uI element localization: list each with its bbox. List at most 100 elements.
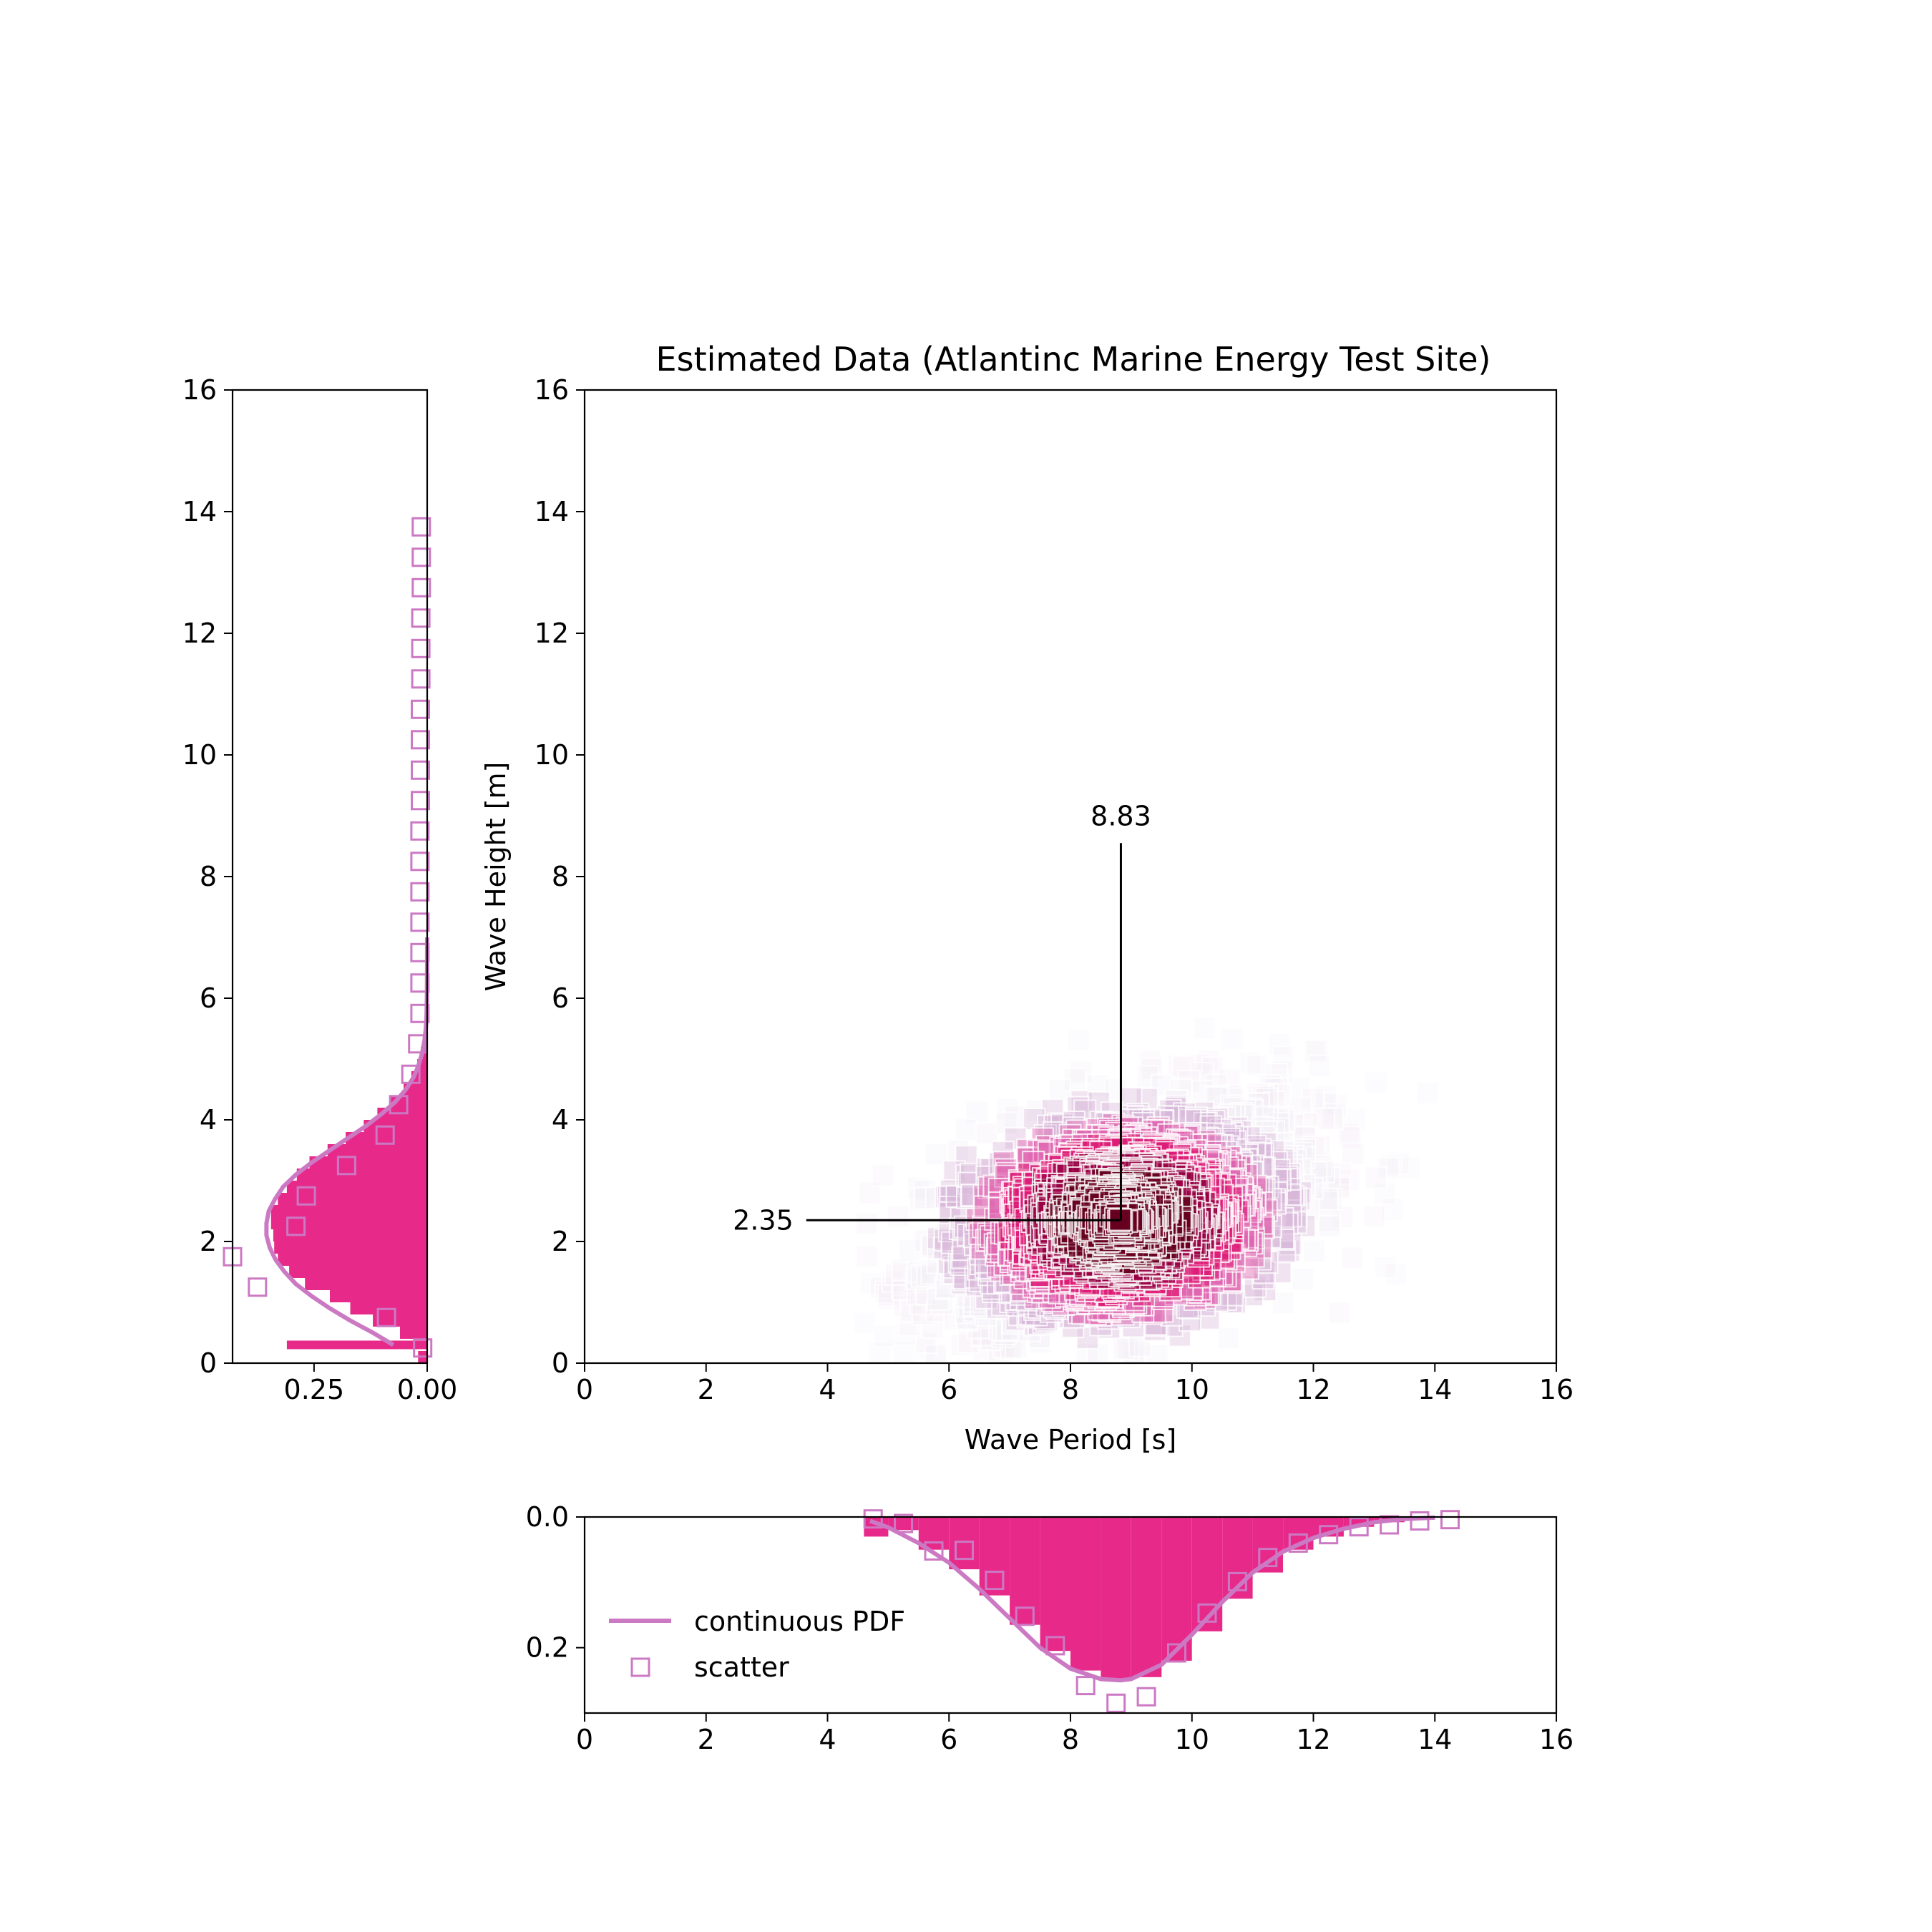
pdf-curve: [869, 1515, 1435, 1683]
legend: continuous PDF scatter: [609, 1606, 905, 1683]
y-tick-label: 4: [552, 1104, 569, 1136]
scatter-marker: [1106, 1693, 1126, 1713]
scatter-point: [1291, 1267, 1314, 1291]
scatter-point: [1327, 1301, 1351, 1324]
chart-title: Estimated Data (Atlantinc Marine Energy …: [656, 340, 1491, 379]
scatter-point: [1416, 1081, 1440, 1105]
histogram-bar: [330, 1290, 427, 1302]
main-y-axis: 0 2 4 6 8 10 12 14 16: [535, 374, 585, 1379]
histogram-bar: [949, 1517, 980, 1570]
scatter-point: [1103, 1078, 1127, 1101]
x-tick-label: 0.00: [397, 1374, 458, 1405]
y-tick-label: 12: [535, 618, 569, 649]
y-marginal-x-axis: 0.25 0.00: [284, 1363, 458, 1405]
scatter-marker: [411, 608, 431, 628]
scatter-point: [1306, 1038, 1330, 1062]
scatter-point: [868, 1341, 892, 1363]
histogram-bar: [1070, 1517, 1101, 1671]
histogram-bar: [286, 1181, 427, 1193]
scatter-marker: [1319, 1525, 1339, 1545]
legend-scatter-label: scatter: [694, 1652, 789, 1683]
histogram-bar: [270, 1205, 427, 1217]
scatter-point: [1373, 1181, 1397, 1205]
y-marginal-content: [223, 517, 433, 1363]
scatter-marker: [985, 1571, 1005, 1591]
scatter-marker: [410, 852, 430, 872]
legend-scatter-swatch: [630, 1657, 650, 1677]
y-tick-label: 14: [535, 496, 569, 527]
x-tick-label: 4: [819, 1374, 836, 1405]
x-tick-label: 0: [576, 1374, 593, 1405]
scatter-point: [1070, 1060, 1093, 1083]
x-marginal-content: [863, 1509, 1496, 1713]
scatter-point: [1294, 1111, 1318, 1135]
scatter-marker: [411, 791, 430, 811]
x-marginal-y-axis: 0.0 0.2: [526, 1501, 585, 1664]
histogram-bar: [346, 1132, 427, 1144]
scatter-marker: [1136, 1687, 1156, 1707]
histogram-bar: [289, 1266, 427, 1278]
scatter-marker: [411, 517, 431, 537]
scatter-point: [1279, 1232, 1302, 1256]
x-tick-label: 2: [698, 1374, 715, 1405]
histogram-bar: [270, 1217, 427, 1229]
histogram-bar: [1040, 1517, 1070, 1652]
y-marginal-y-axis: 0 2 4 6 8 10 12 14 16: [182, 374, 233, 1379]
histogram-bar: [327, 1144, 427, 1156]
histogram-bar: [364, 1120, 427, 1132]
scatter-point: [1003, 1105, 1027, 1128]
scatter-point: [1221, 1283, 1244, 1307]
scatter-marker: [296, 1186, 316, 1206]
scatter-point: [1067, 1028, 1091, 1051]
scatter-point: [914, 1229, 937, 1252]
scatter-point: [909, 1188, 932, 1211]
y-tick-label: 0: [552, 1347, 569, 1379]
x-tick-label: 8: [1062, 1724, 1079, 1755]
histogram-bar: [373, 1314, 427, 1327]
scatter-marker: [1349, 1517, 1369, 1537]
scatter-point: [884, 1262, 907, 1286]
scatter-point: [898, 1239, 922, 1262]
x-tick-label: 12: [1296, 1724, 1330, 1755]
scatter-point: [954, 1118, 977, 1141]
scatter-point: [1138, 1050, 1162, 1073]
scatter-point: [996, 1097, 1020, 1121]
scatter-marker: [1015, 1606, 1035, 1626]
scatter-point: [1272, 1291, 1294, 1314]
scatter-point: [1377, 1156, 1400, 1180]
scatter-point: [872, 1163, 894, 1187]
scatter-point: [1379, 1153, 1402, 1177]
horizontal-annotation-label: 2.35: [733, 1204, 794, 1236]
scatter-point: [1219, 1290, 1243, 1314]
scatter-point: [1217, 1327, 1241, 1350]
x-tick-label: 0: [576, 1724, 593, 1755]
x-tick-label: 0.25: [284, 1374, 345, 1405]
y-tick-label: 14: [182, 496, 217, 527]
histogram-bar: [305, 1278, 427, 1290]
histogram-bar: [979, 1517, 1010, 1596]
scatter-point: [1261, 1078, 1284, 1101]
scatter-marker: [1227, 1571, 1247, 1591]
scatter-marker: [410, 973, 430, 993]
scatter-point: [960, 1184, 984, 1207]
scatter-marker: [863, 1509, 883, 1529]
scatter-marker: [411, 760, 430, 780]
legend-pdf-label: continuous PDF: [694, 1606, 905, 1637]
scatter-point: [1364, 1166, 1387, 1189]
x-tick-label: 4: [819, 1724, 836, 1755]
scatter-marker: [336, 1156, 356, 1176]
y-tick-label: 8: [552, 861, 569, 892]
scatter-point: [1191, 1080, 1214, 1103]
scatter-point: [1318, 1209, 1342, 1233]
scatter-point: [1063, 1068, 1087, 1091]
scatter-point: [1301, 1087, 1324, 1111]
scatter-point: [1075, 1326, 1099, 1350]
scatter-point: [1364, 1071, 1387, 1094]
y-tick-label: 0.0: [526, 1501, 569, 1533]
scatter-point: [1220, 1028, 1244, 1051]
scatter-point: [891, 1258, 914, 1282]
scatter-point: [1239, 1097, 1262, 1121]
scatter-marker: [1288, 1533, 1308, 1553]
scatter-point: [1362, 1204, 1386, 1228]
